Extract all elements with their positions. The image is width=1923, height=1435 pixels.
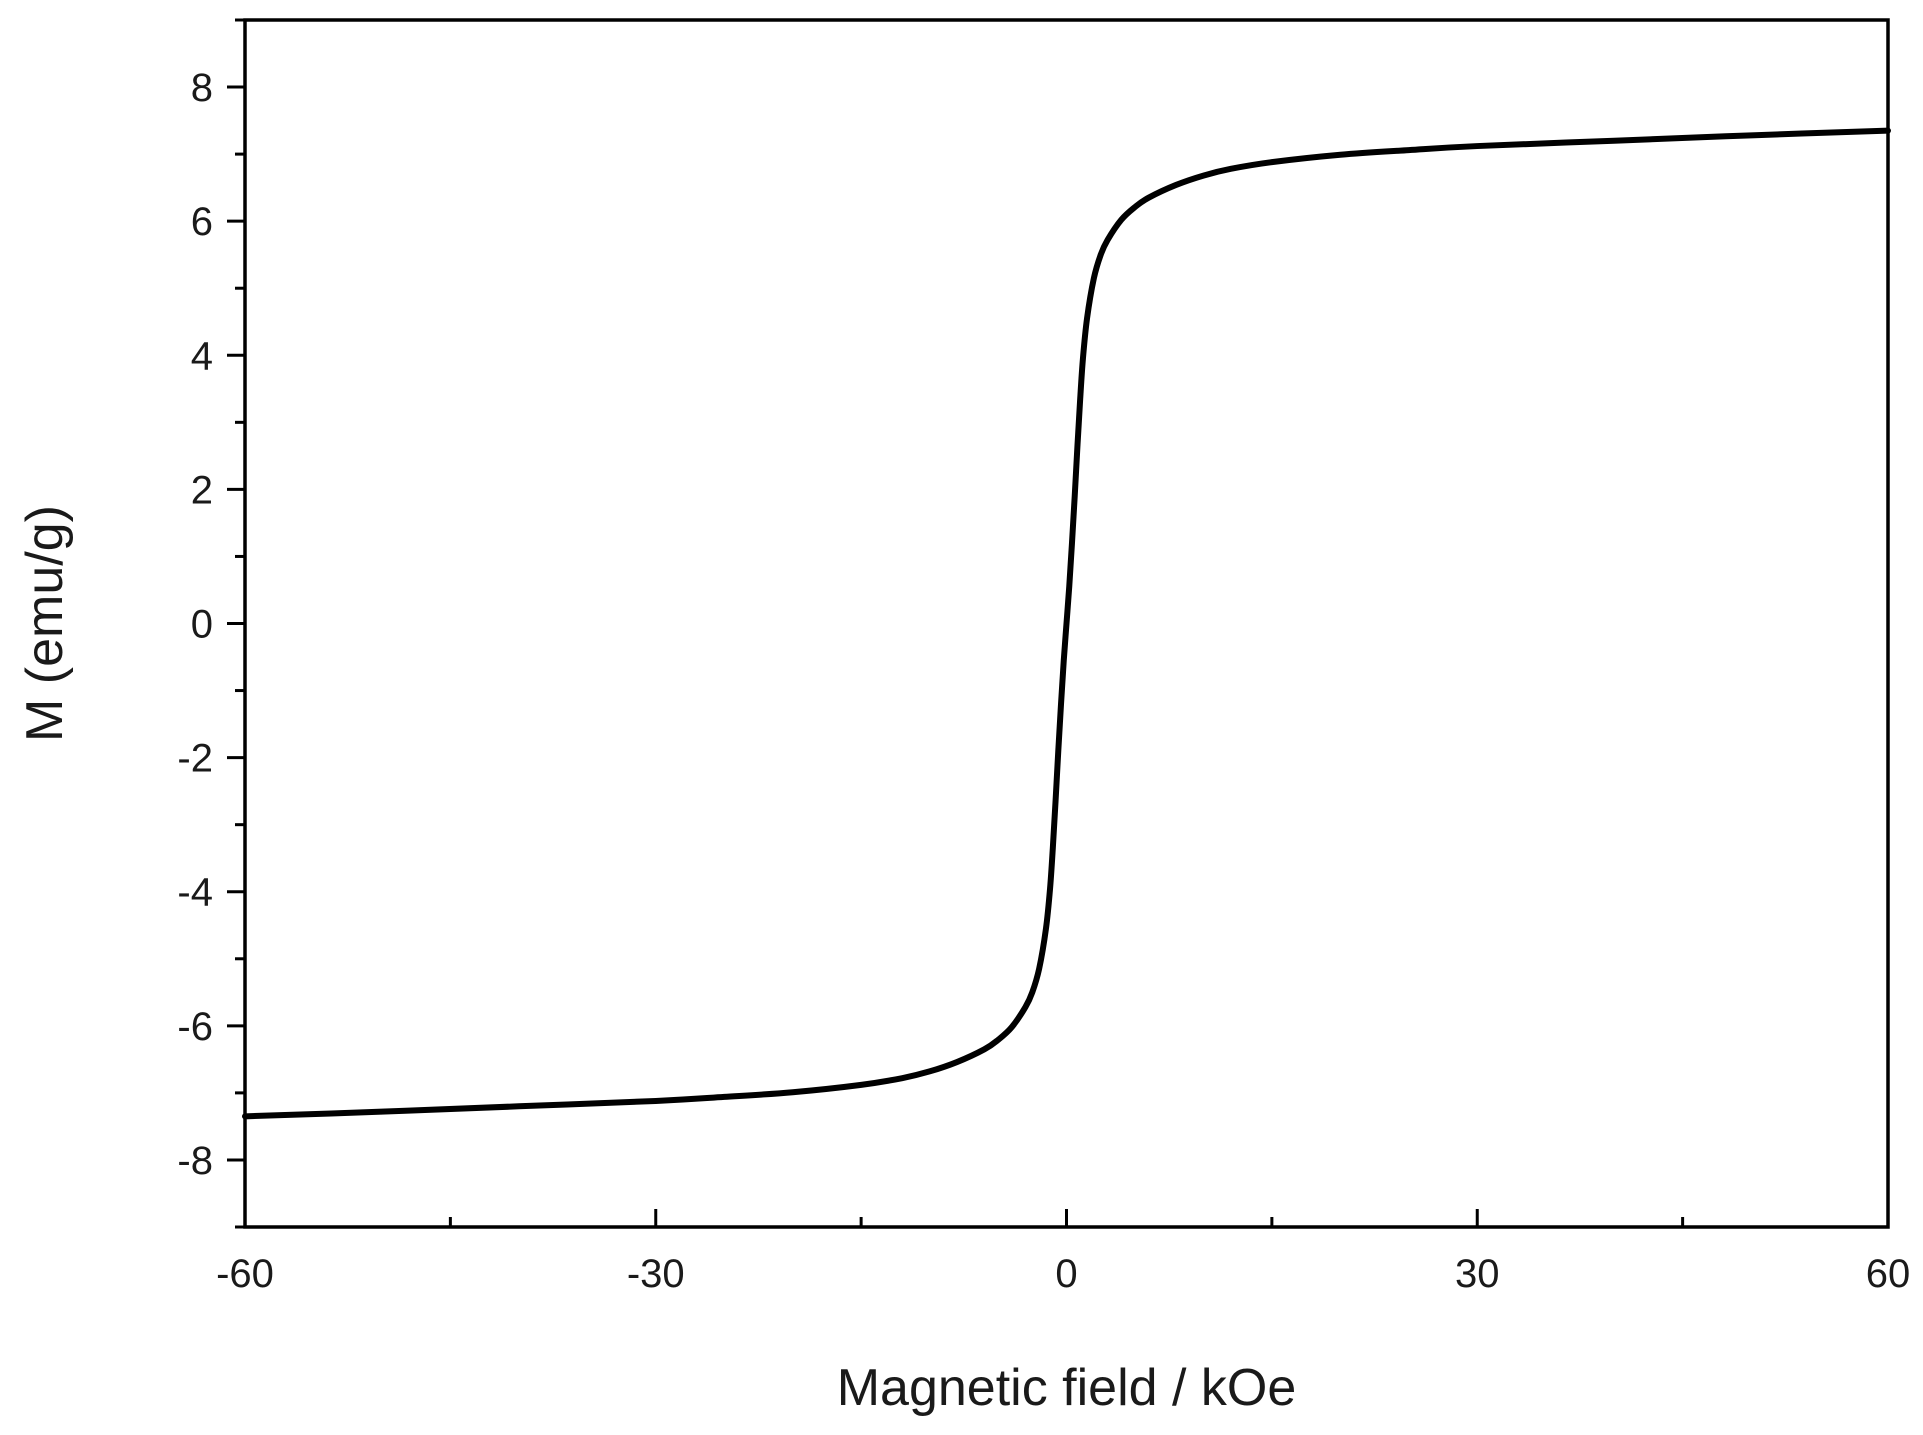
y-tick-label: -6 — [177, 1005, 213, 1049]
y-tick-label: -2 — [177, 737, 213, 781]
x-tick-label: 60 — [1866, 1252, 1911, 1296]
x-axis-title: Magnetic field / kOe — [837, 1359, 1297, 1417]
y-tick-label: 8 — [191, 66, 213, 110]
y-tick-label: 2 — [191, 468, 213, 512]
y-tick-label: 0 — [191, 603, 213, 647]
y-tick-label: 4 — [191, 334, 213, 378]
axis-ticks — [227, 18, 1890, 1229]
x-tick-label: -60 — [216, 1252, 274, 1296]
x-tick-label: -30 — [627, 1252, 685, 1296]
y-tick-label: -8 — [177, 1139, 213, 1183]
y-tick-label: 6 — [191, 200, 213, 244]
x-tick-label: 30 — [1455, 1252, 1500, 1296]
plot-frame — [243, 18, 1890, 1229]
y-tick-label: -4 — [177, 871, 213, 915]
magnetization-curve — [242, 127, 1891, 1120]
y-axis-title: M (emu/g) — [16, 505, 74, 742]
tick-labels: -60 -30 0 30 60 -8 -6 -4 -2 0 2 4 6 8 — [177, 66, 1910, 1296]
x-tick-label: 0 — [1055, 1252, 1077, 1296]
